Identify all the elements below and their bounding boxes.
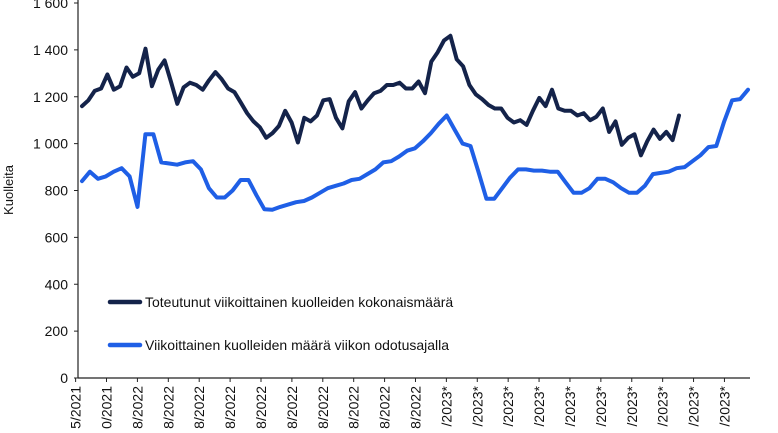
x-tick-label: /2023* <box>655 385 671 426</box>
x-tick-label: /2023* <box>716 385 732 426</box>
x-tick-label: 8/2022 <box>253 386 269 429</box>
x-tick-label: /2023* <box>469 385 485 426</box>
legend-label: Viikoittainen kuolleiden määrä viikon od… <box>145 337 449 353</box>
x-tick-label: /2023* <box>624 385 640 426</box>
y-axis-ticks: 0 200 400 600 800 1 000 1 200 1 400 1 600 <box>33 0 78 386</box>
x-tick-label: 8/2022 <box>407 386 423 429</box>
y-tick-label: 200 <box>45 323 69 339</box>
x-tick-label: 8/2022 <box>191 386 207 429</box>
legend: Toteutunut viikoittainen kuolleiden koko… <box>107 294 453 353</box>
x-tick-label: 8/2022 <box>377 386 393 429</box>
y-tick-label: 400 <box>45 276 69 292</box>
x-tick-label: /2023* <box>562 385 578 426</box>
x-tick-label: /2023* <box>500 385 516 426</box>
y-tick-label: 1 600 <box>33 0 68 11</box>
y-tick-label: 1 400 <box>33 42 68 58</box>
x-tick-label: /2023* <box>686 385 702 426</box>
x-tick-label: 8/2022 <box>160 386 176 429</box>
y-tick-label: 1 200 <box>33 89 68 105</box>
x-tick-label: /2023* <box>438 385 454 426</box>
series-line-1 <box>80 33 681 158</box>
series-lines <box>80 33 750 212</box>
x-tick-label: 5/2021 <box>68 386 84 429</box>
x-tick-label: /2023* <box>593 385 609 426</box>
y-tick-label: 600 <box>45 229 69 245</box>
y-tick-label: 800 <box>45 183 69 199</box>
legend-label: Toteutunut viikoittainen kuolleiden koko… <box>145 294 453 310</box>
x-tick-label: 8/2022 <box>346 386 362 429</box>
y-axis-label: Kuolleita <box>1 164 16 215</box>
x-tick-label: 8/2022 <box>129 386 145 429</box>
x-tick-label: /2023* <box>531 385 547 426</box>
x-tick-label: 8/2022 <box>284 386 300 429</box>
x-axis-ticks: 5/2021 0/2021 8/2022 8/2022 8/2022 8/2022 8/20… <box>68 378 732 429</box>
x-tick-label: 8/2022 <box>222 386 238 429</box>
y-tick-label: 0 <box>60 370 68 386</box>
x-tick-label: 8/2022 <box>315 386 331 429</box>
x-tick-label: 0/2021 <box>99 386 115 429</box>
y-tick-label: 1 000 <box>33 136 68 152</box>
series-line-2 <box>80 87 750 212</box>
